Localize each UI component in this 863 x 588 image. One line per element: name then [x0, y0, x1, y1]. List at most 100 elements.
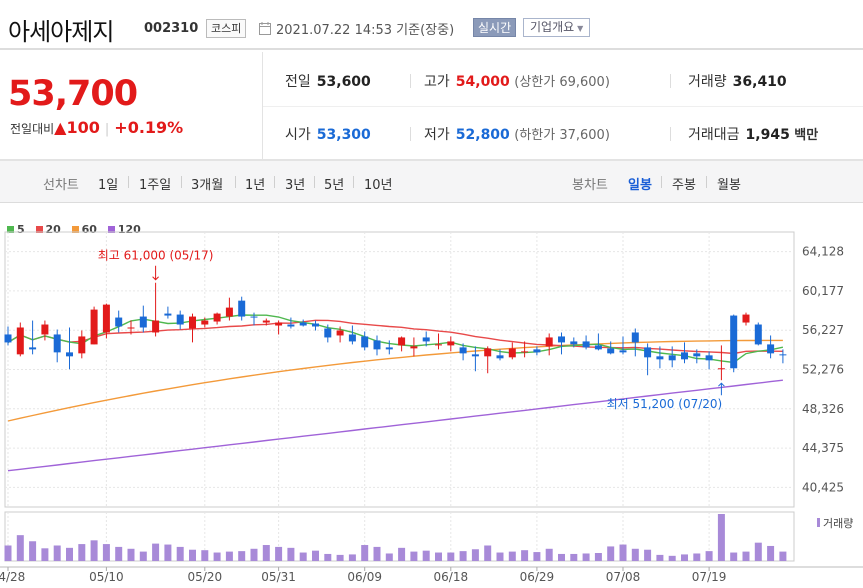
stat-label: 시가 [285, 127, 311, 143]
candle-body [238, 300, 246, 317]
candle-body [225, 307, 233, 317]
x-tick-label: 07/08 [606, 570, 641, 584]
volume-bar [189, 549, 196, 561]
candle-monthly[interactable]: 월봉 [717, 178, 741, 193]
ma120-line [7, 379, 783, 472]
volume-bar [422, 550, 430, 561]
stat-value: 1,945 [745, 127, 790, 143]
candle-body [607, 348, 615, 354]
candle-body [570, 341, 578, 345]
candle-chart-label: 봉차트 [572, 178, 608, 193]
volume-bar [398, 547, 406, 561]
candle-body [41, 324, 49, 335]
company-overview-dropdown[interactable]: 기업개요 ▼ [523, 18, 591, 37]
candle-body [287, 324, 295, 327]
period-3m[interactable]: 3개월 [191, 178, 224, 193]
period-1d[interactable]: 1일 [98, 178, 119, 193]
volume-legend-swatch [817, 518, 820, 527]
candle-body [717, 368, 725, 370]
volume-bar [447, 552, 455, 561]
volume-bar [213, 552, 221, 561]
period-1w[interactable]: 1주일 [139, 178, 172, 193]
candle-body [754, 324, 762, 345]
stat-high: 고가 54,000 (상한가 69,600) [424, 71, 610, 91]
stat-label: 거래대금 [688, 127, 740, 143]
divider [263, 106, 863, 107]
volume-bar [681, 554, 688, 561]
volume-bar [4, 545, 12, 561]
period-5y[interactable]: 5년 [324, 178, 345, 193]
volume-bar [742, 551, 750, 561]
low-annotation: 최저 51,200 (07/20) [607, 397, 723, 411]
divider [410, 74, 411, 88]
stat-prev-close: 전일 53,600 [285, 71, 371, 91]
stat-value: 36,410 [732, 74, 787, 90]
candle-body [447, 341, 455, 346]
candlestick-chart[interactable]: 64,128 60,177 56,227 52,276 48,326 44,375 40,4… [0, 205, 863, 588]
candle-body [176, 314, 184, 325]
legend-ma20: 20 [35, 223, 61, 236]
legend-swatch [71, 226, 79, 233]
up-arrow-icon: ▲ [54, 118, 67, 137]
x-tick-label: 04/28 [0, 570, 25, 584]
volume-bar [656, 554, 664, 561]
volume-bar [336, 554, 344, 561]
candle-body [164, 313, 172, 316]
volume-bar [53, 545, 61, 561]
volume-bar [29, 541, 37, 561]
price-summary: 53,700 전일대비▲100 | +0.19% 전일 53,600 고가 54,000… [0, 52, 863, 160]
candle-body [484, 348, 492, 357]
volume-bar [545, 548, 553, 561]
candle-body [66, 352, 73, 357]
period-3y[interactable]: 3년 [285, 178, 306, 193]
volume-bar [570, 553, 578, 561]
price-plot-frame [4, 231, 795, 508]
volume-bar [201, 550, 209, 561]
volume-bar [410, 551, 418, 561]
candle-body [336, 330, 344, 336]
volume-bar [435, 552, 442, 561]
candle-daily[interactable]: 일봉 [628, 178, 652, 193]
volume-bar [66, 547, 73, 561]
volume-bar [484, 545, 492, 561]
stat-label: 전일 [285, 74, 311, 90]
volume-bar [16, 535, 24, 561]
volume-bar [594, 553, 602, 561]
y-tick-label: 44,375 [802, 441, 844, 455]
candle-body [398, 337, 406, 346]
stock-code: 002310 [144, 21, 199, 36]
stat-unit: 백만 [794, 128, 819, 143]
volume-bar [779, 551, 787, 561]
volume-bar [262, 545, 270, 561]
candle-body [410, 346, 418, 349]
calendar-icon [259, 22, 271, 35]
candle-body [213, 313, 221, 322]
volume-bar [373, 546, 381, 561]
period-10y[interactable]: 10년 [364, 178, 393, 193]
market-badge: 코스피 [206, 19, 247, 38]
candle-body [459, 347, 467, 354]
volume-bar [385, 553, 393, 561]
chart-legend: 5 20 60 120 [7, 223, 148, 236]
volume-bar [668, 555, 676, 561]
period-1y[interactable]: 1년 [245, 178, 266, 193]
candle-body [115, 317, 123, 327]
realtime-button[interactable]: 실시간 [473, 18, 517, 37]
volume-bar [644, 549, 652, 561]
legend-label: 60 [81, 223, 97, 236]
stat-amount: 거래대금 1,945 백만 [688, 124, 818, 144]
volume-bar [496, 552, 504, 561]
volume-bar [90, 540, 98, 561]
candle-body [29, 347, 37, 350]
candle-body [508, 348, 516, 358]
stat-open: 시가 53,300 [285, 124, 371, 144]
x-tick-label: 05/20 [188, 570, 223, 584]
stat-label: 거래량 [688, 74, 727, 90]
volume-bar [78, 544, 86, 561]
legend-ma5: 5 [7, 223, 25, 236]
volume-bar [717, 514, 725, 561]
stat-label: 저가 [424, 127, 450, 143]
candle-body [631, 332, 639, 343]
candle-body [361, 336, 369, 348]
candle-weekly[interactable]: 주봉 [672, 178, 696, 193]
